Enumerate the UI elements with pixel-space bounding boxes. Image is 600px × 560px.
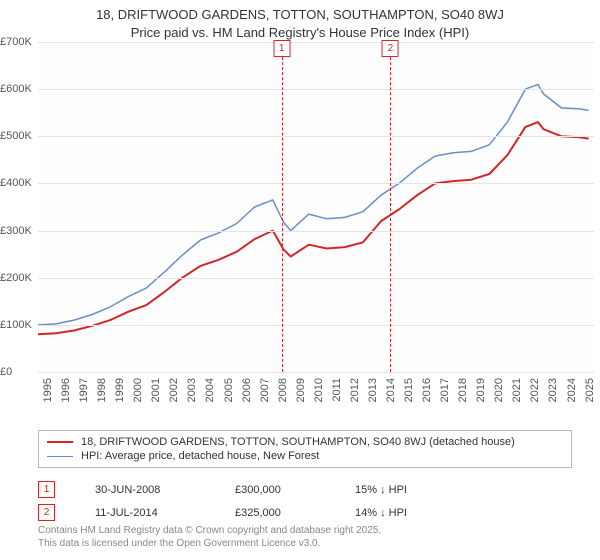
gridline [38, 325, 594, 326]
sale-price: £300,000 [235, 484, 315, 496]
y-axis-tick: £100K [0, 319, 36, 331]
legend-label: HPI: Average price, detached house, New … [81, 450, 319, 462]
chart-area: £0£100K£200K£300K£400K£500K£600K£700K199… [0, 42, 600, 400]
y-axis-tick: £700K [0, 36, 36, 48]
sale-price: £325,000 [235, 507, 315, 519]
x-axis-tick: 1996 [60, 378, 72, 402]
sale-row: 1 30-JUN-2008 £300,000 15% ↓ HPI [38, 478, 455, 501]
legend-swatch-icon [47, 456, 73, 457]
chart-svg [38, 42, 594, 372]
x-axis-tick: 2012 [349, 378, 361, 402]
x-axis-tick: 1997 [78, 378, 90, 402]
x-axis-tick: 1995 [42, 378, 54, 402]
chart-container: 18, DRIFTWOOD GARDENS, TOTTON, SOUTHAMPT… [0, 0, 600, 560]
legend-swatch-icon [47, 441, 73, 443]
x-axis-tick: 2015 [403, 378, 415, 402]
sales-table: 1 30-JUN-2008 £300,000 15% ↓ HPI 2 11-JU… [38, 478, 455, 524]
x-axis-tick: 2002 [168, 378, 180, 402]
y-axis-tick: £200K [0, 272, 36, 284]
sale-row: 2 11-JUL-2014 £325,000 14% ↓ HPI [38, 501, 455, 524]
y-axis-tick: £0 [0, 366, 36, 378]
series-line-hpi [38, 84, 589, 325]
x-axis-tick: 2001 [150, 378, 162, 402]
gridline [38, 183, 594, 184]
chart-plot: £0£100K£200K£300K£400K£500K£600K£700K199… [38, 42, 594, 372]
y-axis-tick: £300K [0, 225, 36, 237]
gridline [38, 278, 594, 279]
x-axis-tick: 2020 [493, 378, 505, 402]
footer-line: Contains HM Land Registry data © Crown c… [38, 524, 381, 537]
x-axis-tick: 2004 [204, 378, 216, 402]
legend-item-property: 18, DRIFTWOOD GARDENS, TOTTON, SOUTHAMPT… [47, 435, 563, 449]
x-axis-tick: 2016 [421, 378, 433, 402]
sale-date: 30-JUN-2008 [95, 484, 195, 496]
x-axis-tick: 2017 [439, 378, 451, 402]
footer-line: This data is licensed under the Open Gov… [38, 537, 381, 550]
x-axis-tick: 2006 [241, 378, 253, 402]
sale-marker-icon: 1 [38, 481, 55, 498]
gridline [38, 372, 594, 373]
sale-marker-icon: 2 [38, 504, 55, 521]
x-axis-tick: 2010 [313, 378, 325, 402]
x-axis-tick: 2022 [529, 378, 541, 402]
x-axis-tick: 2014 [385, 378, 397, 402]
legend: 18, DRIFTWOOD GARDENS, TOTTON, SOUTHAMPT… [38, 430, 572, 468]
x-axis-tick: 2021 [511, 378, 523, 402]
sale-marker-icon: 2 [382, 40, 399, 57]
x-axis-tick: 2013 [367, 378, 379, 402]
x-axis-tick: 2023 [547, 378, 559, 402]
x-axis-tick: 1999 [114, 378, 126, 402]
y-axis-tick: £600K [0, 83, 36, 95]
sale-diff: 15% ↓ HPI [355, 484, 455, 496]
series-line-property [38, 122, 589, 334]
x-axis-tick: 2005 [223, 378, 235, 402]
sale-diff: 14% ↓ HPI [355, 507, 455, 519]
x-axis-tick: 2003 [186, 378, 198, 402]
gridline [38, 231, 594, 232]
sale-date: 11-JUL-2014 [95, 507, 195, 519]
x-axis-tick: 2018 [457, 378, 469, 402]
legend-item-hpi: HPI: Average price, detached house, New … [47, 449, 563, 463]
gridline [38, 136, 594, 137]
x-axis-tick: 2011 [331, 378, 343, 402]
x-axis-tick: 2019 [475, 378, 487, 402]
gridline [38, 89, 594, 90]
x-axis-tick: 2009 [295, 378, 307, 402]
legend-label: 18, DRIFTWOOD GARDENS, TOTTON, SOUTHAMPT… [81, 436, 515, 448]
sale-marker-line [282, 42, 283, 372]
x-axis-tick: 1998 [96, 378, 108, 402]
x-axis-tick: 2007 [259, 378, 271, 402]
sale-marker-line [390, 42, 391, 372]
title-subtitle: Price paid vs. HM Land Registry's House … [0, 24, 600, 42]
x-axis-tick: 2000 [132, 378, 144, 402]
sale-marker-icon: 1 [273, 40, 290, 57]
gridline [38, 42, 594, 43]
x-axis-tick: 2008 [277, 378, 289, 402]
y-axis-tick: £400K [0, 177, 36, 189]
x-axis-tick: 2025 [584, 378, 596, 402]
title-address: 18, DRIFTWOOD GARDENS, TOTTON, SOUTHAMPT… [0, 6, 600, 24]
x-axis-tick: 2024 [566, 378, 578, 402]
y-axis-tick: £500K [0, 130, 36, 142]
footer-attribution: Contains HM Land Registry data © Crown c… [38, 524, 381, 550]
titles: 18, DRIFTWOOD GARDENS, TOTTON, SOUTHAMPT… [0, 0, 600, 41]
